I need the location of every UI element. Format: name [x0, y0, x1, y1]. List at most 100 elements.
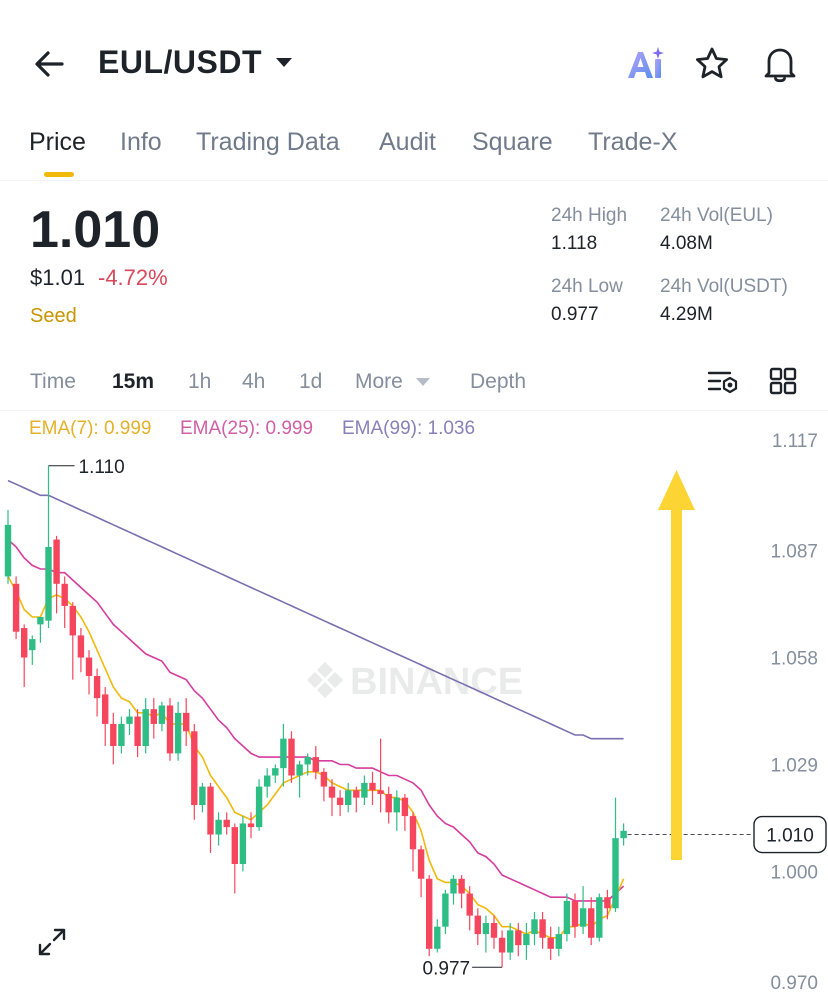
fullscreen-expand-icon[interactable] — [36, 926, 68, 958]
interval-more[interactable]: More — [355, 370, 403, 393]
candle[interactable] — [304, 753, 311, 776]
candle[interactable] — [353, 786, 360, 813]
tab-audit[interactable]: Audit — [379, 128, 436, 156]
candle[interactable] — [183, 698, 190, 747]
candle[interactable] — [215, 812, 222, 846]
candle[interactable] — [142, 698, 149, 754]
candle[interactable] — [515, 923, 522, 957]
candle[interactable] — [369, 771, 376, 806]
candle[interactable] — [61, 576, 68, 629]
chevron-down-icon[interactable] — [276, 58, 292, 67]
tab-trading-data[interactable]: Trading Data — [196, 128, 340, 156]
candle[interactable] — [126, 709, 133, 735]
tab-info[interactable]: Info — [120, 128, 162, 156]
candle[interactable] — [53, 535, 60, 614]
star-icon[interactable] — [692, 44, 732, 84]
candle[interactable] — [450, 875, 457, 905]
candle[interactable] — [466, 886, 473, 931]
candle[interactable] — [272, 764, 279, 783]
candle[interactable] — [93, 668, 101, 717]
candle[interactable] — [434, 919, 441, 953]
candle[interactable] — [264, 768, 271, 798]
candle[interactable] — [588, 897, 595, 946]
candle[interactable] — [458, 875, 465, 909]
candle[interactable] — [401, 793, 409, 831]
candle[interactable] — [239, 816, 247, 872]
tab-trade-x[interactable]: Trade-X — [588, 128, 678, 156]
ai-icon[interactable] — [624, 44, 666, 84]
candle[interactable] — [328, 779, 336, 817]
seed-tag[interactable]: Seed — [30, 305, 77, 327]
candle[interactable] — [393, 790, 400, 831]
candle[interactable] — [191, 723, 198, 820]
candle[interactable] — [150, 698, 157, 739]
candle[interactable] — [231, 823, 238, 894]
candle[interactable] — [69, 602, 76, 680]
candle[interactable] — [29, 635, 36, 665]
candle[interactable] — [4, 510, 12, 584]
tab-price[interactable]: Price — [29, 128, 86, 156]
bell-icon[interactable] — [760, 42, 800, 84]
candle[interactable] — [361, 775, 368, 806]
candle[interactable] — [45, 465, 52, 629]
interval-depth[interactable]: Depth — [470, 370, 527, 393]
candle[interactable] — [134, 709, 141, 758]
candle[interactable] — [110, 712, 117, 765]
candle[interactable] — [207, 782, 214, 853]
candle[interactable] — [498, 930, 506, 968]
chevron-down-icon[interactable] — [416, 378, 430, 386]
candle[interactable] — [280, 723, 287, 787]
pair-title[interactable]: EUL/USDT — [98, 44, 262, 80]
tab-square[interactable]: Square — [472, 128, 553, 156]
interval-1h[interactable]: 1h — [188, 370, 212, 393]
candle[interactable] — [247, 812, 255, 839]
candle[interactable] — [604, 889, 611, 920]
candle[interactable] — [563, 893, 571, 942]
candle[interactable] — [620, 823, 627, 846]
candle[interactable] — [555, 926, 562, 957]
candle[interactable] — [377, 738, 384, 813]
interval-4h[interactable]: 4h — [242, 370, 266, 393]
candle[interactable] — [596, 893, 603, 942]
candle[interactable] — [547, 926, 554, 960]
candle[interactable] — [579, 886, 587, 935]
candle[interactable] — [320, 768, 328, 802]
candle[interactable] — [523, 923, 530, 960]
grid-layout-icon[interactable] — [768, 366, 798, 396]
candle[interactable] — [571, 893, 579, 938]
candle[interactable] — [102, 687, 109, 747]
interval-time[interactable]: Time — [30, 370, 76, 393]
candle[interactable] — [612, 797, 619, 912]
candle[interactable] — [85, 650, 93, 695]
candle[interactable] — [417, 845, 425, 898]
candle[interactable] — [490, 915, 498, 949]
candle[interactable] — [296, 760, 303, 798]
candle[interactable] — [158, 701, 166, 732]
candlestick-chart[interactable]: BINANCE 1.110 0.977 1.117 1.087 1.058 1.029 1… — [0, 412, 828, 1000]
candle[interactable] — [312, 746, 319, 780]
candle[interactable] — [336, 790, 344, 817]
interval-1d[interactable]: 1d — [299, 370, 323, 393]
candle[interactable] — [174, 701, 182, 761]
interval-15m[interactable]: 15m — [112, 370, 155, 393]
candle[interactable] — [531, 911, 538, 946]
candle[interactable] — [539, 911, 546, 949]
candle[interactable] — [409, 812, 417, 872]
candle[interactable] — [255, 779, 263, 831]
candle[interactable] — [223, 812, 230, 835]
candle[interactable] — [482, 915, 490, 953]
candle[interactable] — [288, 731, 295, 783]
candle[interactable] — [166, 698, 174, 761]
back-arrow-icon[interactable] — [30, 44, 70, 84]
candle[interactable] — [12, 576, 20, 640]
indicator-settings-icon[interactable] — [706, 366, 740, 398]
candle[interactable] — [77, 628, 85, 673]
candle[interactable] — [507, 923, 514, 960]
candle[interactable] — [21, 624, 28, 688]
candle[interactable] — [118, 716, 125, 754]
candle[interactable] — [426, 875, 433, 957]
candle[interactable] — [385, 786, 392, 824]
candle[interactable] — [474, 908, 481, 946]
candle[interactable] — [345, 782, 352, 813]
candle[interactable] — [199, 782, 206, 813]
